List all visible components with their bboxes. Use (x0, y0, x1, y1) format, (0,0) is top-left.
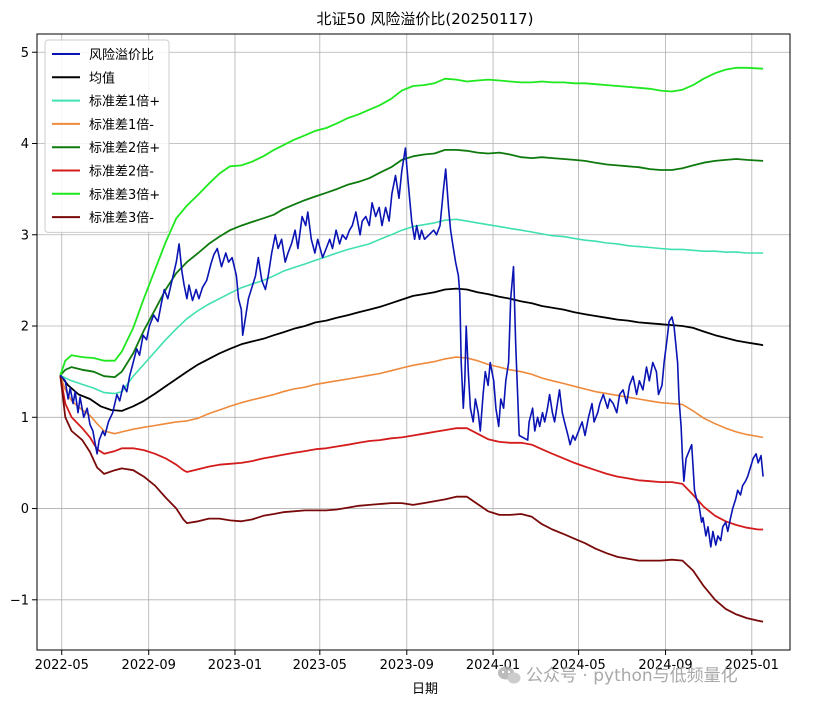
legend-label: 标准差1倍- (89, 118, 154, 133)
watermark-text: 公众号 · python与低频量化 (526, 666, 738, 686)
x-tick-label: 2025-01 (725, 658, 779, 673)
y-tick-label: 3 (21, 228, 29, 243)
x-tick-label: 2023-05 (293, 658, 347, 673)
series-line (59, 66, 764, 376)
series-line (59, 147, 764, 548)
series-line (59, 218, 764, 395)
series-group (59, 66, 764, 623)
y-tick-label: 5 (21, 46, 29, 61)
series-line (59, 375, 764, 623)
plot-frame (36, 33, 791, 651)
watermark: 公众号 · python与低频量化 (498, 666, 738, 686)
chart-title: 北证50 风险溢价比(20250117) (317, 10, 534, 28)
y-tick-label: 1 (21, 411, 29, 426)
series-line (59, 287, 764, 412)
legend-label: 标准差3倍+ (89, 188, 160, 203)
series-line (59, 149, 764, 378)
y-tick-label: 0 (21, 502, 29, 517)
x-tick-label: 2024-09 (638, 658, 692, 673)
legend-label: 标准差2倍+ (89, 141, 160, 156)
y-tick-label: 4 (21, 137, 29, 152)
wechat-icon (498, 666, 521, 684)
x-axis-ticks: 2022-05 2022-09 2023-01 2023-05 2023-09 2024-… (35, 650, 779, 673)
x-tick-label: 2022-05 (35, 658, 89, 673)
series-line (59, 356, 764, 439)
x-tick-label: 2024-05 (551, 658, 605, 673)
legend-label: 标准差2倍- (89, 165, 154, 180)
x-axis-label: 日期 (412, 682, 438, 697)
x-tick-label: 2023-09 (380, 658, 434, 673)
x-tick-label: 2023-01 (208, 658, 262, 673)
y-tick-label: −1 (10, 593, 29, 608)
y-axis-ticks: −1 0 1 2 3 4 5 (10, 46, 37, 608)
legend-label: 标准差3倍- (89, 211, 154, 226)
y-tick-label: 2 (21, 320, 29, 335)
x-tick-label: 2022-09 (122, 658, 176, 673)
legend-box (44, 39, 170, 233)
legend-label: 均值 (89, 70, 115, 86)
legend-label: 风险溢价比 (89, 48, 154, 63)
legend-label: 标准差1倍+ (89, 95, 160, 110)
series-line (59, 375, 764, 531)
